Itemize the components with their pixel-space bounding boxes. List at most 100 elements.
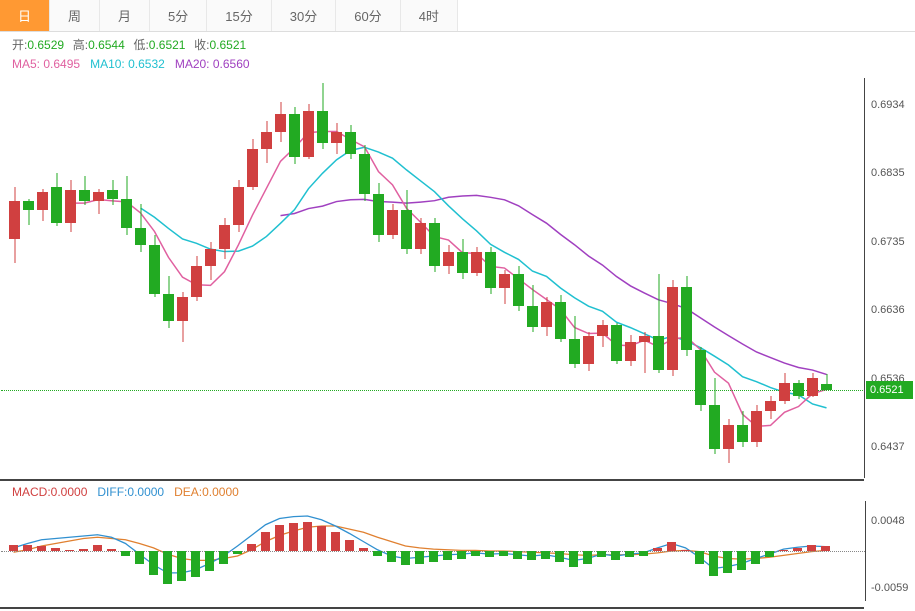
macd-bar: [359, 548, 368, 551]
candle: [65, 73, 76, 473]
macd-bar: [163, 551, 172, 584]
macd-bar: [303, 522, 312, 551]
macd-bar: [79, 549, 88, 552]
macd-bar: [639, 551, 648, 556]
candle: [611, 73, 622, 473]
tab-月[interactable]: 月: [100, 0, 150, 31]
macd-y-tick: -0.0059: [871, 582, 908, 594]
macd-bar: [737, 551, 746, 570]
candle: [401, 73, 412, 473]
macd-bar: [191, 551, 200, 577]
macd-bar: [681, 550, 690, 551]
macd-bar: [387, 551, 396, 562]
candle: [597, 73, 608, 473]
macd-bar: [751, 551, 760, 564]
tab-30分[interactable]: 30分: [272, 0, 336, 31]
tab-日[interactable]: 日: [0, 0, 50, 31]
candle: [79, 73, 90, 473]
candle: [429, 73, 440, 473]
candle: [723, 73, 734, 473]
macd-label: MACD:0.0000: [12, 485, 87, 499]
macd-bar: [261, 532, 270, 551]
macd-bar: [709, 551, 718, 576]
macd-bar: [583, 551, 592, 564]
current-price-label: 0.6521: [866, 381, 913, 399]
macd-bar: [275, 525, 284, 551]
candle: [107, 73, 118, 473]
open-label: 开:: [12, 38, 27, 52]
price-y-axis: 0.69340.68350.67350.66360.65360.6437: [867, 73, 915, 473]
candle: [709, 73, 720, 473]
y-tick: 0.6437: [871, 441, 905, 453]
macd-bar: [457, 551, 466, 559]
bottom-divider: [0, 607, 864, 609]
macd-bar: [205, 551, 214, 571]
high-value: 0.6544: [88, 38, 125, 52]
close-label: 收:: [194, 38, 209, 52]
candle: [793, 73, 804, 473]
open-value: 0.6529: [27, 38, 64, 52]
candle: [135, 73, 146, 473]
macd-bar: [233, 551, 242, 554]
tab-4时[interactable]: 4时: [401, 0, 458, 31]
timeframe-tabs: 日周月5分15分30分60分4时: [0, 0, 915, 32]
candle: [779, 73, 790, 473]
candle: [317, 73, 328, 473]
candlestick-chart[interactable]: 0.69340.68350.67350.66360.65360.6437: [1, 73, 865, 473]
ma-row: MA5: 0.6495 MA10: 0.6532 MA20: 0.6560: [0, 53, 915, 73]
macd-bar: [121, 551, 130, 556]
ohlc-row: 开:0.6529 高:0.6544 低:0.6521 收:0.6521: [0, 32, 915, 53]
macd-bar: [9, 545, 18, 551]
y-tick: 0.6735: [871, 236, 905, 248]
macd-chart[interactable]: 0.0048-0.0059: [1, 501, 865, 601]
candle: [765, 73, 776, 473]
macd-bar: [401, 551, 410, 565]
macd-bar: [177, 551, 186, 581]
candle: [821, 73, 832, 473]
tab-5分[interactable]: 5分: [150, 0, 207, 31]
macd-bar: [569, 551, 578, 567]
candle: [233, 73, 244, 473]
y-tick: 0.6934: [871, 99, 905, 111]
diff-label: DIFF:0.0000: [97, 485, 164, 499]
candle: [93, 73, 104, 473]
candle: [499, 73, 510, 473]
macd-bar: [555, 551, 564, 562]
candle: [569, 73, 580, 473]
candle: [541, 73, 552, 473]
y-tick: 0.6835: [871, 167, 905, 179]
macd-axis-border: [865, 501, 866, 601]
macd-bar: [429, 551, 438, 562]
macd-bar: [541, 551, 550, 559]
candle: [513, 73, 524, 473]
candle: [9, 73, 20, 473]
macd-bar: [345, 540, 354, 551]
tab-15分[interactable]: 15分: [207, 0, 271, 31]
macd-bar: [23, 545, 32, 551]
candle: [373, 73, 384, 473]
candle: [247, 73, 258, 473]
macd-bar: [513, 551, 522, 559]
candle: [191, 73, 202, 473]
macd-bar: [415, 551, 424, 564]
candle: [471, 73, 482, 473]
candle: [387, 73, 398, 473]
tab-60分[interactable]: 60分: [336, 0, 400, 31]
candle: [555, 73, 566, 473]
candle: [625, 73, 636, 473]
candle: [527, 73, 538, 473]
candle: [149, 73, 160, 473]
macd-bar: [219, 551, 228, 564]
candle: [443, 73, 454, 473]
macd-bar: [625, 551, 634, 557]
candle: [177, 73, 188, 473]
ma5-label: MA5: 0.6495: [12, 57, 80, 71]
tab-周[interactable]: 周: [50, 0, 100, 31]
low-value: 0.6521: [149, 38, 186, 52]
dea-label: DEA:0.0000: [174, 485, 239, 499]
candle: [695, 73, 706, 473]
macd-bar: [765, 551, 774, 557]
candle: [37, 73, 48, 473]
candle: [681, 73, 692, 473]
candle: [23, 73, 34, 473]
